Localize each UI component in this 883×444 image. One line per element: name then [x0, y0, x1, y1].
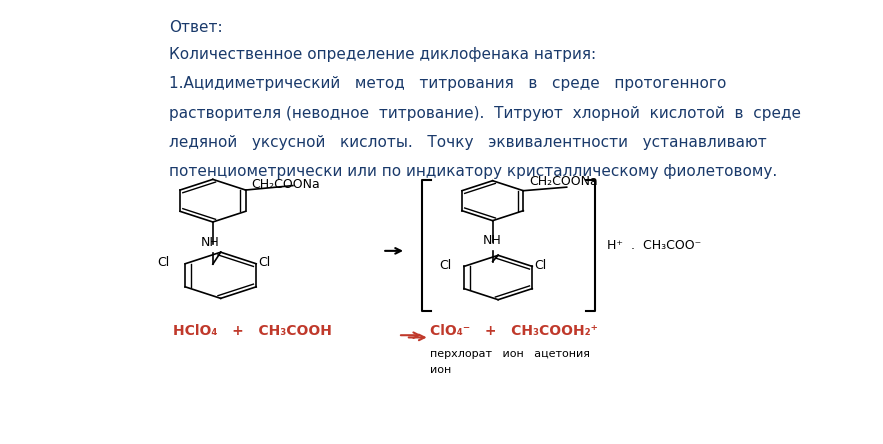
- Text: Cl: Cl: [439, 258, 451, 272]
- Text: NH: NH: [483, 234, 502, 247]
- Text: растворителя (неводное  титрование).  Титруют  хлорной  кислотой  в  среде: растворителя (неводное титрование). Титр…: [170, 106, 802, 121]
- Text: ион: ион: [429, 365, 451, 375]
- Text: ClO₄⁻   +   CH₃COOH₂⁺: ClO₄⁻ + CH₃COOH₂⁺: [429, 324, 598, 338]
- Text: H⁺  .  CH₃COO⁻: H⁺ . CH₃COO⁻: [607, 238, 701, 252]
- Text: Ответ:: Ответ:: [170, 20, 223, 35]
- Text: перхлорат   ион   ацетония: перхлорат ион ацетония: [429, 349, 590, 360]
- Text: Cl: Cl: [259, 256, 271, 269]
- Text: NH: NH: [201, 236, 220, 250]
- Text: потенциометрически или по индикатору кристаллическому фиолетовому.: потенциометрически или по индикатору кри…: [170, 164, 778, 179]
- Text: Cl: Cl: [157, 256, 170, 269]
- Text: CH₂COONa: CH₂COONa: [251, 178, 320, 191]
- Text: Количественное определение диклофенака натрия:: Количественное определение диклофенака н…: [170, 47, 597, 62]
- Text: CH₂COONa: CH₂COONa: [529, 175, 598, 188]
- Text: 1.Ацидиметрический   метод   титрования   в   среде   протогенного: 1.Ацидиметрический метод титрования в ср…: [170, 76, 727, 91]
- Text: Cl: Cl: [534, 258, 547, 272]
- Text: HClO₄   +   CH₃COOH: HClO₄ + CH₃COOH: [173, 324, 332, 338]
- Text: ледяной   уксусной   кислоты.   Точку   эквивалентности   устанавливают: ледяной уксусной кислоты. Точку эквивале…: [170, 135, 767, 150]
